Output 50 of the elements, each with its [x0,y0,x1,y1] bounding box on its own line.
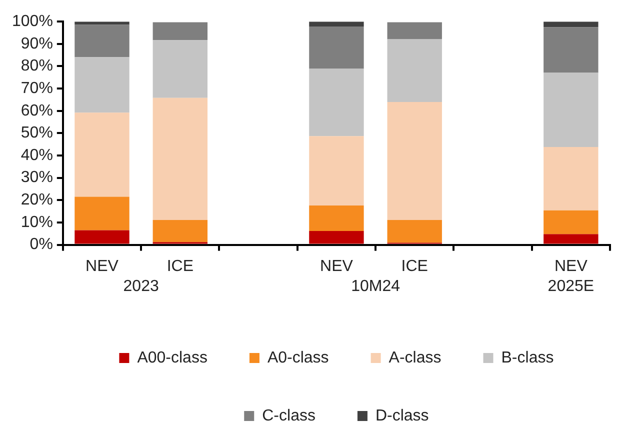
legend-label: A-class [388,349,442,366]
bar [387,220,442,243]
bar [387,22,442,40]
text: 2023 [123,278,159,296]
y-tick-label: 30% [20,169,53,186]
y-tick-label: 50% [20,124,53,142]
text: 10M24 [351,278,400,296]
y-tick-label: 70% [20,80,53,97]
y-tick-label: 20% [20,192,53,209]
bar [152,220,208,242]
y-tick-label: 0% [30,236,53,254]
bar [544,27,598,73]
y-tick-label: 80% [20,58,53,75]
y-tick-label: 40% [20,146,53,164]
y-tick-label: 90% [20,35,53,52]
legend-label: C-class [262,407,316,424]
bar [309,230,364,244]
bar [309,22,364,27]
x-tick-label: NEV [554,258,588,275]
bar [74,57,130,113]
x-tick-label: NEV [86,258,119,275]
legend-label: A0-class [267,349,329,366]
bar [74,230,130,244]
bar [544,22,598,28]
legend-label: D-class [375,407,429,424]
bar [387,102,442,220]
bar [74,24,130,58]
x-tick-label: NEV [320,258,354,275]
bar [544,210,598,234]
bar [544,234,598,244]
bar [309,136,364,206]
y-tick-label: 60% [20,102,53,120]
legend-label: A00-class [137,349,208,366]
x-tick-label: ICE [166,258,194,275]
bar [387,39,442,102]
bar [152,22,208,40]
text: 2025E [548,278,594,296]
bar [74,196,130,230]
bar [544,147,598,210]
legend-label: B-class [501,349,554,366]
bar [544,72,598,148]
y-tick-label: 10% [20,214,53,231]
bar [152,98,208,220]
x-tick-label: ICE [401,258,428,275]
y-tick-label: 100% [12,13,53,30]
bar [152,40,208,98]
bar [74,112,130,197]
bar [309,26,364,69]
bar [309,206,364,231]
bar [309,68,364,136]
